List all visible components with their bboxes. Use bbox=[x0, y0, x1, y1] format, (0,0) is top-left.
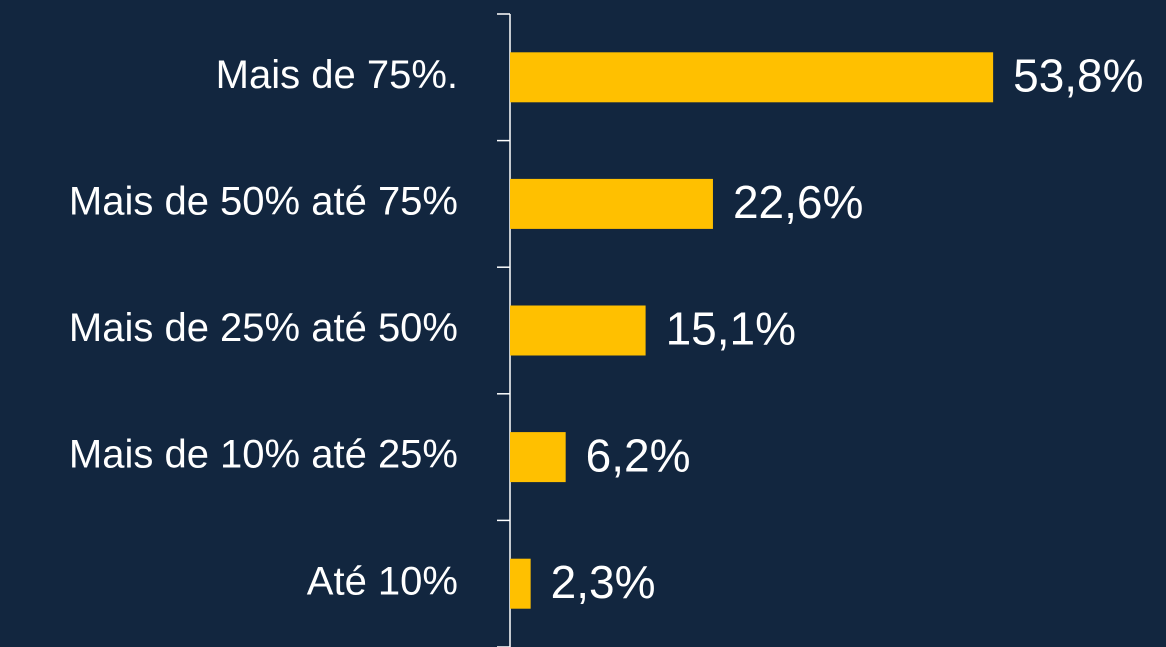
category-label: Mais de 75%. bbox=[216, 53, 458, 97]
category-label: Mais de 50% até 75% bbox=[69, 179, 458, 223]
bar bbox=[510, 52, 994, 103]
category-label: Até 10% bbox=[307, 559, 458, 603]
bar bbox=[510, 558, 531, 609]
value-label: 2,3% bbox=[551, 556, 656, 608]
value-label: 6,2% bbox=[586, 429, 691, 481]
value-label: 53,8% bbox=[1013, 49, 1143, 101]
value-label: 22,6% bbox=[733, 176, 863, 228]
category-label: Mais de 25% até 50% bbox=[69, 306, 458, 350]
category-label: Mais de 10% até 25% bbox=[69, 433, 458, 477]
value-label: 15,1% bbox=[666, 303, 796, 355]
bar bbox=[510, 178, 713, 229]
bar bbox=[510, 432, 566, 483]
bar bbox=[510, 305, 646, 356]
